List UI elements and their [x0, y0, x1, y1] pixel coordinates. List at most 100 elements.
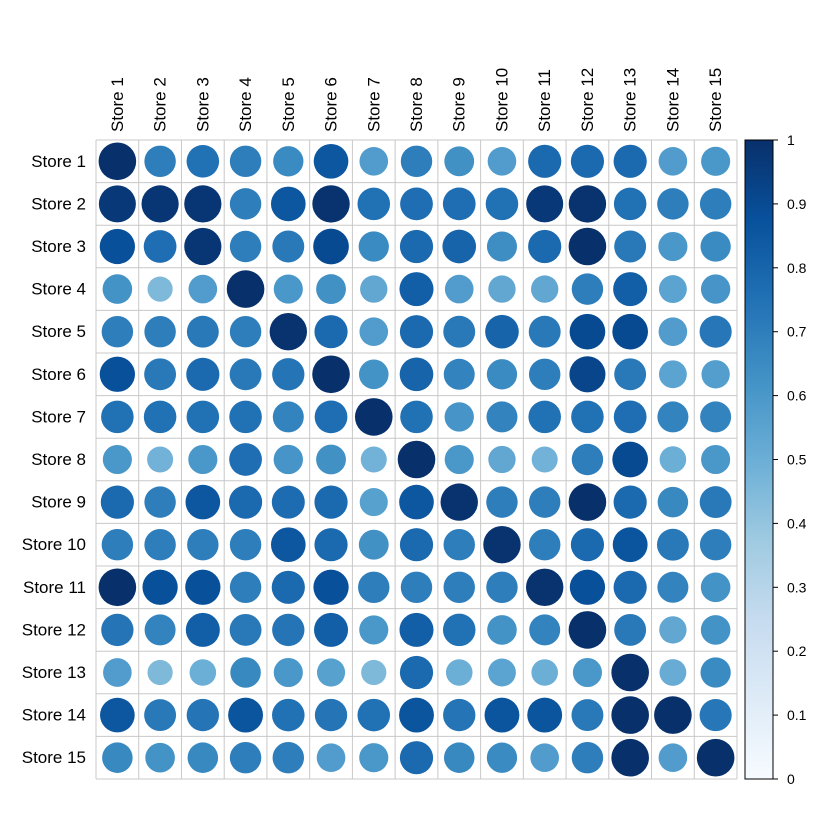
cell-circle	[314, 612, 349, 647]
cell-circle	[359, 615, 389, 645]
cell-circle	[658, 317, 688, 347]
cell-circle	[144, 145, 176, 178]
row-label: Store 8	[31, 450, 86, 469]
cell-circle	[399, 655, 434, 690]
cell-circle	[611, 653, 649, 692]
colorbar-tick-label: 0.8	[787, 260, 807, 276]
cell-circle	[700, 231, 731, 262]
cell-circle	[98, 568, 137, 607]
cell-circle	[358, 231, 389, 262]
cell-circle	[700, 657, 731, 688]
cell-circle	[144, 614, 176, 646]
cell-circle	[102, 444, 132, 475]
cell-circle	[99, 228, 136, 265]
cell-circle	[568, 611, 607, 649]
cell-circle	[527, 697, 563, 733]
column-label: Store 15	[706, 68, 725, 132]
cell-circle	[313, 143, 349, 179]
cell-circle	[357, 698, 391, 732]
matrix-circles	[98, 142, 735, 777]
cell-circle	[699, 528, 732, 561]
cell-circle	[229, 358, 262, 391]
colorbar-legend: 0 0.1 0.2 0.3 0.4 0.5 0.6 0.7 0.8 0.9 1	[744, 132, 807, 787]
cell-circle	[144, 486, 176, 518]
column-label: Store 5	[279, 77, 298, 132]
cell-circle	[614, 230, 647, 263]
cell-circle	[696, 738, 735, 777]
cell-circle	[188, 274, 218, 304]
cell-circle	[273, 444, 303, 475]
cell-circle	[103, 658, 132, 687]
cell-circle	[486, 571, 518, 604]
cell-circle	[528, 486, 561, 518]
cell-circle	[486, 231, 518, 262]
cell-circle	[444, 274, 474, 304]
cell-circle	[229, 613, 262, 646]
row-label: Store 5	[31, 322, 86, 341]
cell-circle	[442, 187, 476, 221]
cell-circle	[229, 230, 262, 263]
cell-circle	[316, 274, 346, 305]
cell-circle	[101, 400, 134, 434]
cell-circle	[443, 571, 475, 604]
cell-circle	[612, 313, 649, 350]
cell-circle	[486, 359, 518, 390]
cell-circle	[700, 401, 732, 433]
cell-circle	[485, 187, 519, 221]
cell-circle	[568, 227, 607, 266]
row-label: Store 9	[31, 493, 86, 512]
row-label: Store 15	[22, 748, 86, 767]
cell-circle	[613, 485, 647, 519]
row-label: Store 13	[22, 663, 86, 682]
cell-circle	[144, 528, 176, 561]
cell-circle	[612, 441, 649, 478]
cell-circle	[361, 659, 387, 686]
cell-circle	[399, 484, 434, 520]
cell-circle	[399, 315, 434, 349]
column-label: Store 7	[364, 77, 383, 132]
cell-circle	[186, 145, 220, 178]
colorbar-tick-label: 0.3	[787, 579, 807, 595]
row-label: Store 7	[31, 407, 86, 426]
cell-circle	[184, 185, 222, 223]
column-label: Store 9	[450, 77, 469, 132]
colorbar-gradient	[744, 139, 774, 780]
cell-circle	[486, 401, 518, 433]
cell-circle	[611, 738, 649, 777]
cell-circle	[444, 444, 474, 475]
row-label: Store 12	[22, 620, 86, 639]
colorbar-tick-label: 0.9	[787, 196, 807, 212]
cell-circle	[100, 485, 134, 519]
cell-circle	[144, 699, 177, 732]
cell-circle	[229, 741, 262, 774]
cell-circle	[101, 315, 134, 348]
cell-circle	[229, 571, 262, 604]
cell-circle	[443, 528, 475, 561]
cell-circle	[659, 659, 687, 686]
colorbar-tick-label: 0.7	[787, 324, 807, 340]
cell-circle	[658, 231, 688, 262]
cell-circle	[187, 742, 219, 773]
cell-circle	[271, 570, 305, 604]
cell-circle	[443, 315, 476, 348]
cell-circle	[700, 615, 731, 645]
cell-circle	[147, 659, 173, 686]
cell-circle	[483, 525, 521, 564]
cell-circle	[186, 357, 220, 391]
cell-circle	[443, 742, 475, 773]
cell-circle	[229, 145, 262, 178]
column-label: Store 4	[236, 77, 255, 132]
cell-circle	[613, 144, 647, 178]
cell-circle	[484, 697, 520, 733]
column-label: Store 13	[621, 68, 640, 132]
colorbar-tick-label: 0	[787, 771, 795, 787]
cell-circle	[272, 358, 305, 391]
cell-circle	[658, 360, 687, 389]
cell-circle	[528, 400, 561, 434]
cell-circle	[613, 570, 647, 604]
cell-circle	[102, 742, 133, 773]
cell-circle	[699, 188, 732, 220]
column-label: Store 3	[193, 77, 212, 132]
cell-circle	[400, 571, 433, 604]
cell-circle	[270, 186, 306, 222]
